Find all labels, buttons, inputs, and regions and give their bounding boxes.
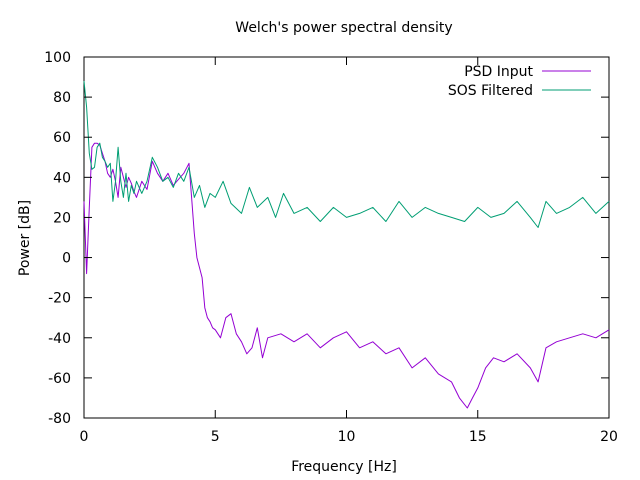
y-tick-label: -60 <box>48 371 71 387</box>
x-tick-label: 0 <box>80 429 89 445</box>
legend-label-2: SOS Filtered <box>448 83 533 99</box>
plot-frame <box>83 56 610 419</box>
y-tick-label: -20 <box>48 291 71 307</box>
chart-title: Welch's power spectral density <box>235 20 452 36</box>
ticks-layer: 0 5 10 15 20 -80 -60 -40 -20 0 20 40 60 80 100 <box>44 50 618 445</box>
plot-area: 0 5 10 15 20 -80 -60 -40 -20 0 20 40 60 80 100 <box>44 50 618 445</box>
y-tick-label: 100 <box>44 50 71 66</box>
series-line-1 <box>83 142 610 409</box>
series-line-2 <box>83 81 610 228</box>
y-tick-label: 80 <box>53 90 71 106</box>
legend: PSD Input SOS Filtered <box>448 64 591 99</box>
y-tick-label: -40 <box>48 331 71 347</box>
y-tick-label: 60 <box>53 130 71 146</box>
x-axis-label: Frequency [Hz] <box>291 459 397 475</box>
series-layer <box>83 81 610 409</box>
y-axis-label: Power [dB] <box>17 200 33 276</box>
legend-label-1: PSD Input <box>464 64 533 80</box>
y-tick-label: 40 <box>53 170 71 186</box>
x-tick-label: 20 <box>600 429 618 445</box>
x-tick-label: 15 <box>469 429 487 445</box>
x-tick-label: 5 <box>211 429 220 445</box>
y-tick-label: 20 <box>53 210 71 226</box>
x-tick-label: 10 <box>338 429 356 445</box>
y-tick-label: -80 <box>48 411 71 427</box>
y-tick-label: 0 <box>62 251 71 267</box>
